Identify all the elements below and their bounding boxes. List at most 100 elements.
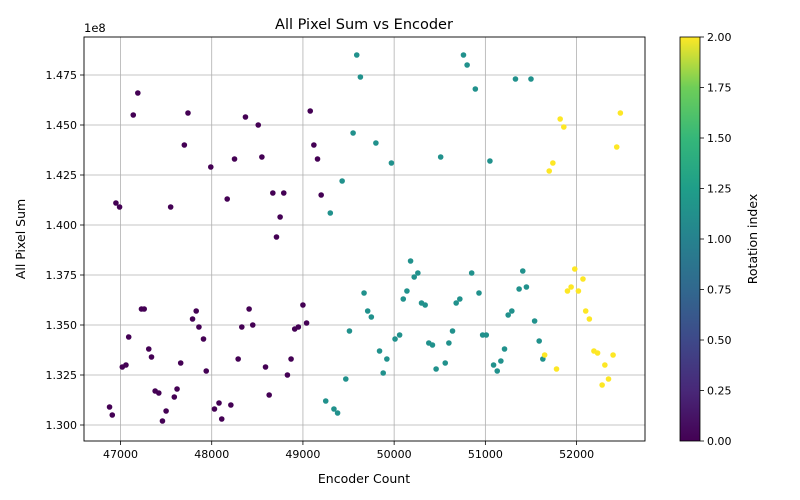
- data-point: [509, 308, 515, 314]
- data-point: [610, 352, 616, 358]
- data-point: [280, 190, 287, 196]
- data-point: [501, 346, 508, 352]
- data-point: [196, 324, 202, 330]
- y-tick-label: 1.350: [46, 319, 78, 332]
- data-point: [303, 320, 310, 326]
- data-point: [564, 288, 571, 294]
- data-point: [327, 210, 334, 216]
- data-point: [411, 274, 418, 280]
- data-point: [476, 290, 482, 296]
- y-tick-label: 1.425: [46, 169, 78, 182]
- data-point: [307, 108, 314, 114]
- data-point: [575, 288, 582, 294]
- data-point: [531, 318, 538, 324]
- data-point: [422, 302, 428, 308]
- data-point: [228, 402, 234, 408]
- data-point: [266, 392, 272, 398]
- data-point: [224, 196, 231, 202]
- y-tick-label: 1.450: [46, 119, 78, 132]
- data-point: [262, 364, 269, 370]
- data-point: [557, 116, 563, 122]
- data-point: [561, 124, 567, 130]
- data-point: [163, 408, 169, 414]
- data-point: [541, 352, 548, 358]
- data-point: [242, 114, 249, 120]
- x-tick-label: 49000: [285, 448, 320, 461]
- data-point: [171, 394, 178, 400]
- data-point: [553, 366, 560, 372]
- data-point: [505, 312, 511, 318]
- plot-area: [84, 37, 645, 441]
- data-point: [594, 350, 601, 356]
- data-point: [376, 348, 383, 354]
- data-point: [231, 156, 238, 162]
- colorbar-tick-label: 2.00: [707, 31, 732, 44]
- data-points: [106, 52, 624, 424]
- y-axis-ticks: 1.300 1.325 1.350 1.375 1.400 1.425 1.450 1.475: [46, 69, 84, 432]
- data-point: [582, 308, 589, 314]
- data-point: [357, 74, 364, 80]
- data-point: [249, 322, 256, 328]
- data-point: [472, 86, 479, 92]
- data-point: [255, 122, 262, 128]
- data-point: [200, 336, 207, 342]
- x-tick-label: 48000: [194, 448, 229, 461]
- data-point: [580, 276, 586, 282]
- chart-title: All Pixel Sum vs Encoder: [275, 17, 453, 33]
- data-point: [429, 342, 436, 348]
- colorbar-tick-label: 0.00: [707, 435, 732, 448]
- colorbar-tick-label: 1.75: [707, 82, 732, 95]
- data-point: [141, 306, 148, 312]
- colorbar-tick-label: 1.25: [707, 183, 732, 196]
- data-point: [396, 332, 403, 338]
- data-point: [361, 290, 367, 296]
- y-tick-label: 1.325: [46, 369, 78, 382]
- data-point: [353, 52, 360, 58]
- x-tick-label: 47000: [103, 448, 138, 461]
- data-point: [404, 288, 410, 294]
- data-point: [116, 204, 123, 210]
- data-point: [407, 258, 414, 264]
- y-axis-offset-text: 1e8: [84, 21, 106, 35]
- data-point: [498, 358, 504, 364]
- data-point: [159, 418, 166, 424]
- data-point: [318, 192, 324, 198]
- data-point: [216, 400, 222, 406]
- data-point: [106, 404, 113, 410]
- data-point: [130, 112, 137, 118]
- colorbar-tick-label: 0.25: [707, 385, 732, 398]
- data-point: [487, 158, 493, 164]
- data-point: [331, 406, 337, 412]
- data-point: [148, 354, 155, 360]
- data-point: [586, 316, 593, 322]
- data-point: [125, 334, 132, 340]
- x-tick-label: 51000: [468, 448, 503, 461]
- data-point: [259, 154, 265, 160]
- data-point: [550, 160, 556, 166]
- data-point: [239, 324, 245, 330]
- grid-lines: [84, 37, 645, 441]
- data-point: [380, 370, 387, 376]
- data-point: [300, 302, 306, 308]
- data-point: [568, 284, 574, 290]
- data-point: [437, 154, 444, 160]
- data-point: [211, 406, 218, 412]
- plot-frame: [83, 36, 646, 442]
- data-point: [483, 332, 490, 338]
- data-point: [519, 268, 526, 274]
- data-point: [617, 110, 624, 116]
- colorbar-tick-label: 1.00: [707, 233, 732, 246]
- data-point: [599, 382, 605, 388]
- x-axis-ticks: 47000 48000 49000 50000 51000 52000: [103, 441, 594, 461]
- data-point: [277, 214, 283, 220]
- data-point: [364, 308, 371, 314]
- data-point: [314, 156, 321, 162]
- data-point: [185, 110, 191, 116]
- data-point: [189, 316, 196, 322]
- y-tick-label: 1.375: [46, 269, 78, 282]
- data-point: [512, 76, 519, 82]
- data-point: [284, 372, 291, 378]
- data-point: [156, 390, 162, 396]
- data-point: [528, 76, 534, 82]
